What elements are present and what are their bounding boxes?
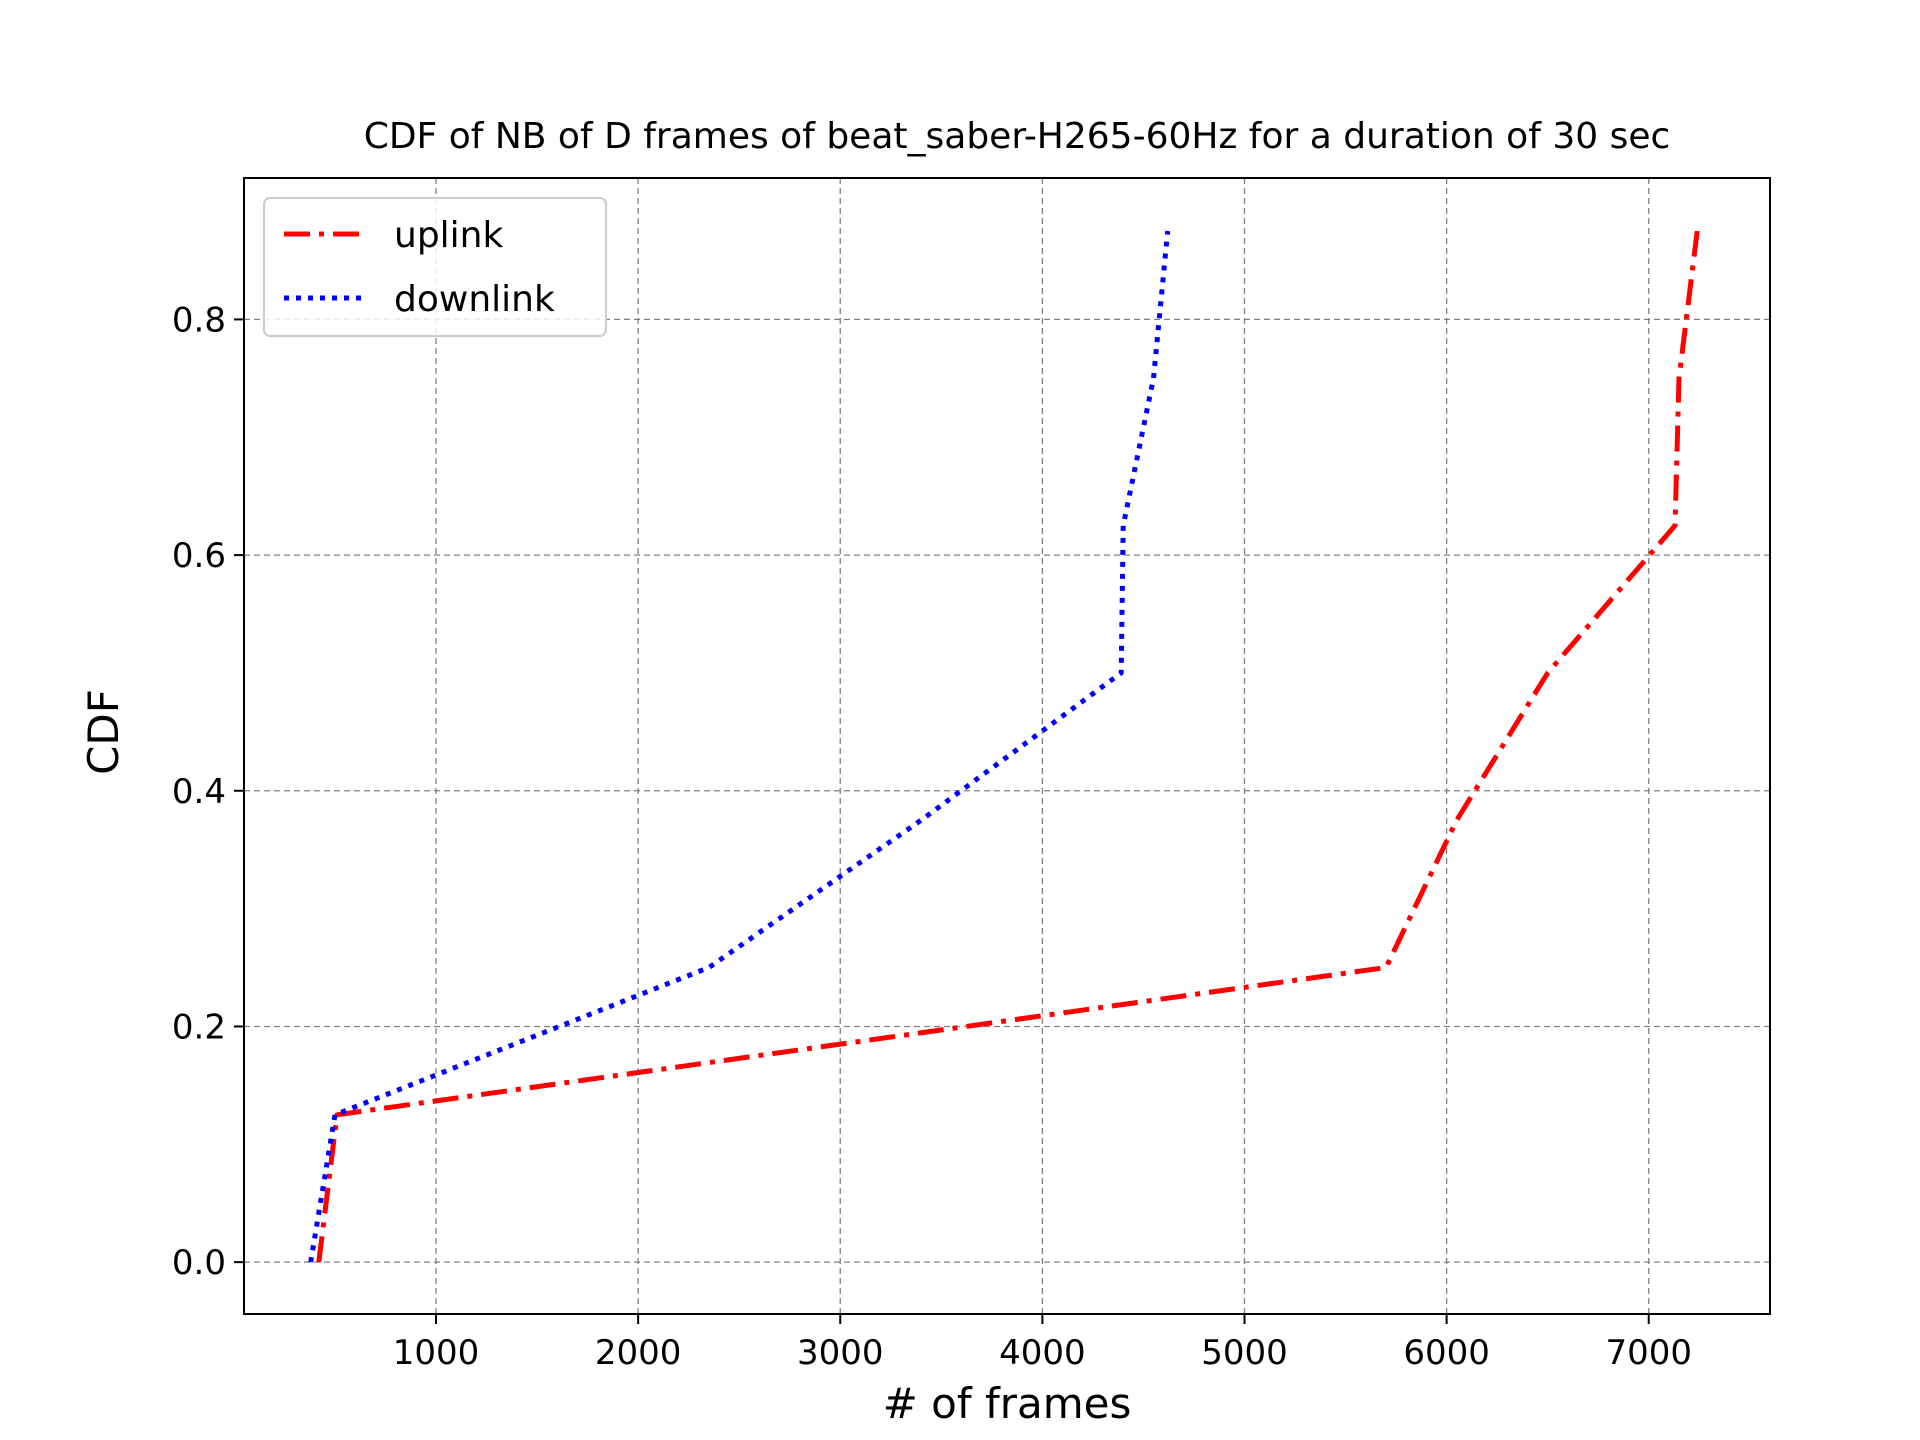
series-layer: [308, 230, 1700, 1263]
series-line-uplink: [316, 230, 1700, 1263]
grid-layer: [244, 178, 1770, 1314]
y-axis-title: CDF: [79, 689, 128, 775]
tick-layer: 1000 2000 3000 4000 5000 6000 7000 0.0 0.2 0.4 0.6…: [172, 300, 1692, 1373]
x-tick-label: 5000: [1201, 1333, 1288, 1373]
series-line-downlink: [308, 230, 1171, 1263]
x-tick-label: 6000: [1403, 1333, 1490, 1373]
x-tick-label: 3000: [797, 1333, 884, 1373]
y-tick-label: 0.4: [172, 772, 226, 812]
chart-title: CDF of NB of D frames of beat_saber-H265…: [364, 116, 1671, 157]
y-tick-label: 0.8: [172, 300, 226, 340]
y-tick-label: 0.6: [172, 536, 226, 576]
legend: uplink downlink: [263, 197, 607, 337]
x-tick-label: 1000: [393, 1333, 480, 1373]
x-axis-title: # of frames: [883, 1379, 1132, 1428]
y-tick-label: 0.2: [172, 1007, 226, 1047]
x-tick-label: 4000: [999, 1333, 1086, 1373]
x-tick-label: 2000: [595, 1333, 682, 1373]
x-tick-label: 7000: [1605, 1333, 1692, 1373]
y-tick-label: 0.0: [172, 1243, 226, 1283]
legend-label-downlink: downlink: [394, 279, 555, 320]
plot-frame: [243, 177, 1771, 1315]
legend-label-uplink: uplink: [394, 215, 503, 256]
